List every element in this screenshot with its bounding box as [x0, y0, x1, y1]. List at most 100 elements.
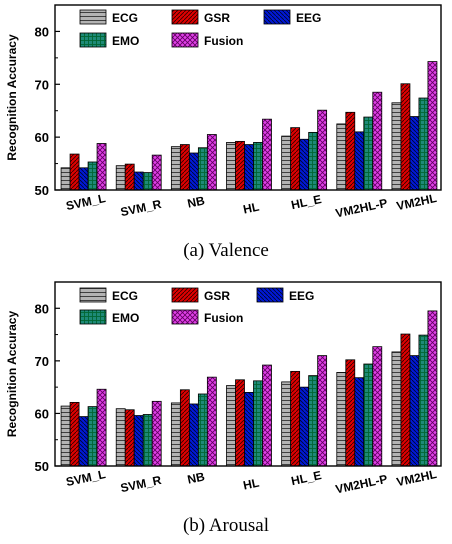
- arousal-bar-gsr-vm2hl-p: [345, 359, 356, 467]
- arousal-xtick-label-svm_r: SVM_R: [119, 473, 163, 495]
- valence-bar-emo-vm2hl-p: [363, 116, 374, 191]
- valence-xtick-label-hl_e: HL_E: [290, 192, 323, 212]
- arousal-xtick-label-vm2hl: VM2HL: [395, 467, 438, 489]
- valence-legend-label-eeg: EEG: [296, 11, 321, 25]
- valence-bar-emo-hl_e: [308, 131, 319, 191]
- arousal-bar-emo-hl_e: [308, 375, 319, 467]
- arousal-bar-ecg-svm_r: [115, 408, 126, 467]
- arousal-bar-ecg-svm_l: [60, 405, 71, 467]
- valence-bar-gsr-svm_l: [69, 153, 80, 191]
- arousal-bar-eeg-svm_l: [78, 416, 89, 467]
- valence-bar-fusion-nb: [206, 134, 217, 191]
- arousal-ytick-label-60: 60: [35, 406, 49, 421]
- valence-ytick-label-50: 50: [35, 183, 49, 198]
- arousal-legend-label-gsr: GSR: [204, 289, 230, 303]
- valence-bar-gsr-nb: [179, 144, 190, 191]
- valence-ytick-label-80: 80: [35, 24, 49, 39]
- valence-legend-label-fusion: Fusion: [204, 34, 243, 48]
- valence-bar-ecg-svm_l: [60, 167, 71, 191]
- arousal-bar-fusion-nb: [206, 376, 217, 467]
- arousal-legend-label-ecg: ECG: [112, 289, 138, 303]
- arousal-xtick-label-hl: HL: [242, 476, 261, 493]
- valence-legend-swatch-ecg: [79, 9, 107, 25]
- valence-legend-swatch-eeg: [263, 9, 291, 25]
- valence-bar-fusion-svm_r: [151, 154, 162, 191]
- arousal-xtick-label-hl_e: HL_E: [290, 468, 323, 488]
- valence-bar-fusion-hl_e: [317, 109, 328, 191]
- valence-bar-emo-hl: [253, 142, 263, 191]
- valence-bar-gsr-hl_e: [290, 127, 301, 191]
- valence-bar-ecg-hl_e: [281, 135, 292, 191]
- arousal-xtick-label-nb: NB: [186, 469, 206, 486]
- arousal-bar-gsr-hl: [235, 379, 245, 467]
- valence-bar-eeg-nb: [188, 152, 199, 191]
- arousal-bar-fusion-hl: [262, 364, 272, 467]
- valence-ytick-label-70: 70: [35, 77, 49, 92]
- valence-bar-emo-nb: [197, 147, 208, 191]
- arousal-ytick-label-50: 50: [35, 459, 49, 474]
- arousal-bar-gsr-vm2hl: [400, 333, 411, 467]
- arousal-ytick-label-70: 70: [35, 354, 49, 369]
- valence-bar-ecg-vm2hl-p: [336, 123, 347, 191]
- arousal-xtick-label-vm2hl-p: VM2HL-P: [334, 472, 388, 497]
- valence-xtick-label-nb: NB: [186, 193, 206, 210]
- valence-bar-eeg-vm2hl: [409, 116, 420, 191]
- arousal-legend-label-eeg: EEG: [289, 289, 314, 303]
- valence-bar-eeg-hl: [244, 144, 254, 191]
- valence-bar-fusion-hl: [262, 118, 272, 191]
- valence-bar-eeg-svm_l: [78, 167, 89, 191]
- valence-bar-ecg-vm2hl: [391, 102, 402, 191]
- arousal-bar-eeg-hl: [244, 391, 254, 467]
- arousal-bar-gsr-svm_l: [69, 401, 80, 467]
- arousal-bar-ecg-vm2hl: [391, 351, 402, 467]
- valence-bar-fusion-vm2hl-p: [372, 91, 383, 191]
- valence-bar-gsr-svm_r: [124, 163, 135, 191]
- valence-bar-eeg-vm2hl-p: [354, 131, 365, 191]
- arousal-ytick-label-80: 80: [35, 301, 49, 316]
- arousal-bar-fusion-vm2hl: [427, 310, 438, 467]
- valence-plot-frame: [54, 4, 442, 191]
- valence-bar-emo-svm_r: [142, 172, 153, 191]
- arousal-bar-ecg-nb: [170, 402, 181, 467]
- arousal-bar-ecg-vm2hl-p: [336, 372, 347, 467]
- valence-xtick-label-vm2hl: VM2HL: [395, 191, 438, 213]
- arousal-legend-label-emo: EMO: [112, 311, 139, 325]
- caption-arousal: (b) Arousal: [183, 515, 269, 536]
- arousal-y-axis-label: Recognition Accuracy: [5, 311, 19, 438]
- arousal-legend-swatch-fusion: [171, 309, 199, 325]
- arousal-bar-gsr-nb: [179, 389, 190, 467]
- caption-valence: (a) Valence: [183, 240, 269, 261]
- valence-bar-gsr-hl: [235, 140, 245, 191]
- arousal-bar-gsr-svm_r: [124, 409, 135, 467]
- arousal-bar-fusion-svm_r: [151, 400, 162, 467]
- arousal-bar-emo-nb: [197, 393, 208, 467]
- valence-bar-emo-vm2hl: [418, 97, 429, 191]
- arousal-bar-ecg-hl: [226, 385, 236, 467]
- valence-bar-fusion-svm_l: [96, 143, 107, 191]
- valence-legend-swatch-fusion: [171, 32, 199, 48]
- arousal-bar-emo-vm2hl: [418, 334, 429, 467]
- arousal-bar-gsr-hl_e: [290, 370, 301, 467]
- arousal-bar-fusion-svm_l: [96, 388, 107, 467]
- arousal-bar-emo-vm2hl-p: [363, 363, 374, 467]
- arousal-bar-eeg-nb: [188, 403, 199, 467]
- valence-chart: 50 60 70 80 SVM_L SVM_R NB HL HL_E VM2HL-P VM2HL Re…: [5, 4, 442, 220]
- arousal-bar-eeg-svm_r: [133, 415, 144, 467]
- arousal-chart: 50 60 70 80 SVM_L SVM_R NB HL HL_E VM2HL-P VM2HL Re…: [5, 281, 442, 497]
- valence-legend-swatch-emo: [79, 32, 107, 48]
- valence-legend-label-gsr: GSR: [204, 11, 230, 25]
- valence-bar-fusion-vm2hl: [427, 61, 438, 191]
- valence-bar-ecg-nb: [170, 146, 181, 191]
- arousal-bar-fusion-hl_e: [317, 355, 328, 467]
- arousal-bar-fusion-vm2hl-p: [372, 346, 383, 467]
- valence-bar-eeg-svm_r: [133, 171, 144, 191]
- arousal-bar-emo-svm_r: [142, 414, 153, 467]
- arousal-legend-swatch-gsr: [171, 287, 199, 303]
- arousal-bar-emo-svm_l: [87, 406, 98, 467]
- valence-legend-label-ecg: ECG: [112, 11, 138, 25]
- arousal-bar-eeg-vm2hl-p: [354, 377, 365, 467]
- valence-bar-emo-svm_l: [87, 161, 98, 191]
- arousal-bar-eeg-hl_e: [299, 386, 310, 467]
- valence-bar-eeg-hl_e: [299, 138, 310, 191]
- arousal-legend-swatch-eeg: [256, 287, 284, 303]
